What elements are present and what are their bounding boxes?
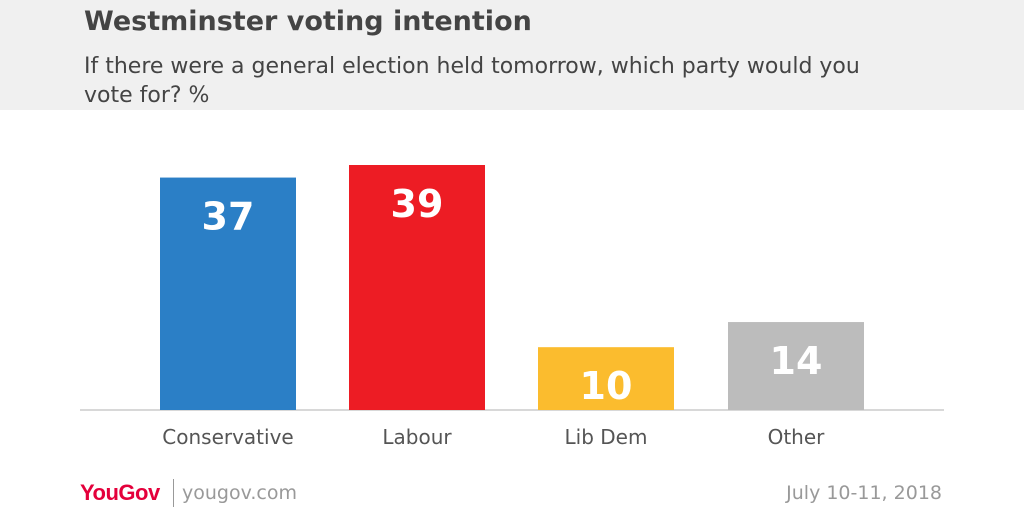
category-label-conservative: Conservative: [162, 425, 293, 449]
footer-date: July 10-11, 2018: [786, 482, 942, 504]
category-label-lib-dem: Lib Dem: [565, 425, 648, 449]
data-label-lib-dem: 10: [580, 364, 633, 408]
category-label-other: Other: [768, 425, 826, 449]
data-label-other: 14: [770, 339, 823, 383]
footer-divider: [173, 479, 174, 507]
chart-title: Westminster voting intention: [84, 6, 532, 37]
footer-site-link[interactable]: yougov.com: [182, 482, 297, 504]
header-band: Westminster voting intention If there we…: [0, 0, 1024, 110]
data-label-labour: 39: [391, 182, 444, 226]
bar-conservative: [160, 177, 296, 410]
bar-lib-dem: [538, 347, 674, 410]
data-label-conservative: 37: [202, 195, 255, 239]
bars-group: 37 Conservative 39 Labour 10 Lib Dem 14 Other: [160, 165, 864, 449]
bar-other: [728, 322, 864, 410]
category-label-labour: Labour: [382, 425, 452, 449]
chart-subtitle: If there were a general election held to…: [84, 54, 860, 108]
yougov-logo: YouGov: [80, 480, 160, 505]
bar-labour: [349, 165, 485, 410]
